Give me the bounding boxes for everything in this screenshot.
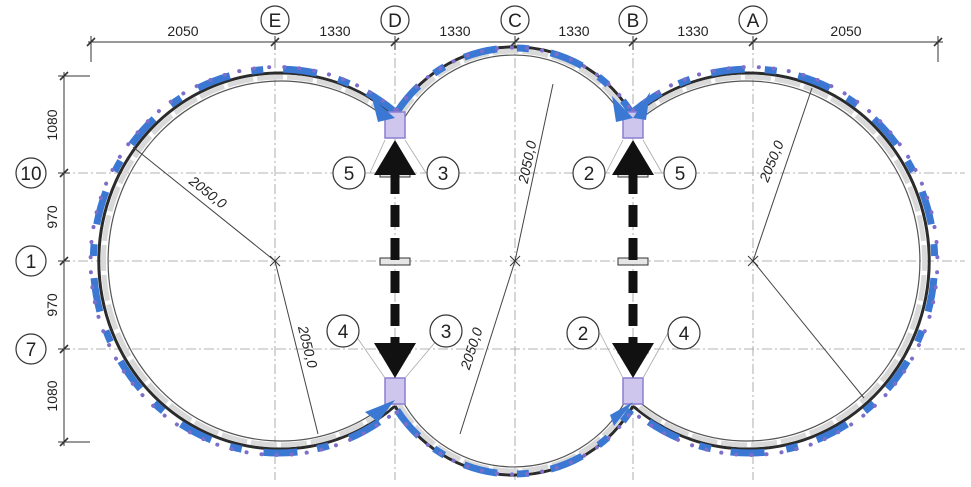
double-headed-dashed-arrow-icon bbox=[612, 140, 654, 378]
left-dimension-labels: 1080 970 970 1080 bbox=[44, 109, 60, 411]
joint-arrowheads bbox=[365, 92, 650, 426]
dim-label: 1330 bbox=[677, 23, 708, 39]
radius-label: 2050,0 bbox=[295, 323, 321, 370]
grid-column-label: C bbox=[508, 11, 522, 32]
segment-bubble-labels: 5 3 4 3 2 5 2 4 bbox=[338, 164, 690, 345]
dim-label: 1330 bbox=[319, 23, 350, 39]
segment-label: 3 bbox=[438, 164, 449, 185]
segment-label: 2 bbox=[584, 164, 595, 185]
chain-plates bbox=[100, 48, 928, 474]
grid-column-label: D bbox=[388, 11, 402, 32]
grid-row-label: 1 bbox=[26, 252, 37, 273]
dim-label: 2050 bbox=[830, 23, 861, 39]
track-inner-line bbox=[107, 54, 921, 468]
segment-label: 2 bbox=[578, 324, 589, 345]
chain-highlight-segments bbox=[89, 44, 939, 478]
top-dimension-chain bbox=[86, 36, 943, 62]
grid-column-label: B bbox=[627, 11, 640, 32]
double-headed-dashed-arrow-icon bbox=[374, 140, 416, 378]
radius-label: 2050,0 bbox=[185, 172, 230, 212]
radius-leaders bbox=[132, 83, 865, 435]
chain-rollers bbox=[88, 45, 940, 477]
top-dimension-labels: 2050 1330 1330 1330 1330 2050 bbox=[167, 23, 861, 39]
grid-column-label: E bbox=[269, 11, 282, 32]
dim-label: 970 bbox=[44, 205, 60, 229]
dim-label: 1330 bbox=[439, 23, 470, 39]
row-bubbles bbox=[15, 157, 47, 365]
grid-column-label: A bbox=[747, 11, 760, 32]
dim-label: 1080 bbox=[44, 109, 60, 140]
dim-label: 1330 bbox=[558, 23, 589, 39]
radius-label: 2050,0 bbox=[756, 138, 787, 185]
joint-highlights bbox=[384, 111, 644, 405]
segment-label: 3 bbox=[441, 322, 452, 343]
column-bubbles bbox=[260, 5, 768, 35]
dim-label: 1080 bbox=[44, 380, 60, 411]
segment-label: 5 bbox=[344, 164, 355, 185]
center-marks bbox=[269, 255, 759, 267]
segment-label: 4 bbox=[679, 324, 690, 345]
segment-label: 4 bbox=[338, 322, 349, 343]
segment-label: 5 bbox=[675, 164, 686, 185]
dim-label: 2050 bbox=[167, 23, 198, 39]
row-bubble-labels: 10 1 7 bbox=[20, 164, 41, 361]
grid-row-label: 7 bbox=[26, 340, 37, 361]
segment-bubbles bbox=[326, 156, 701, 350]
column-bubble-labels: E D C B A bbox=[269, 11, 760, 32]
grid-lines bbox=[60, 40, 965, 480]
left-dimension-chain bbox=[58, 71, 90, 447]
grid-row-label: 10 bbox=[20, 164, 41, 185]
dim-label: 970 bbox=[44, 293, 60, 317]
